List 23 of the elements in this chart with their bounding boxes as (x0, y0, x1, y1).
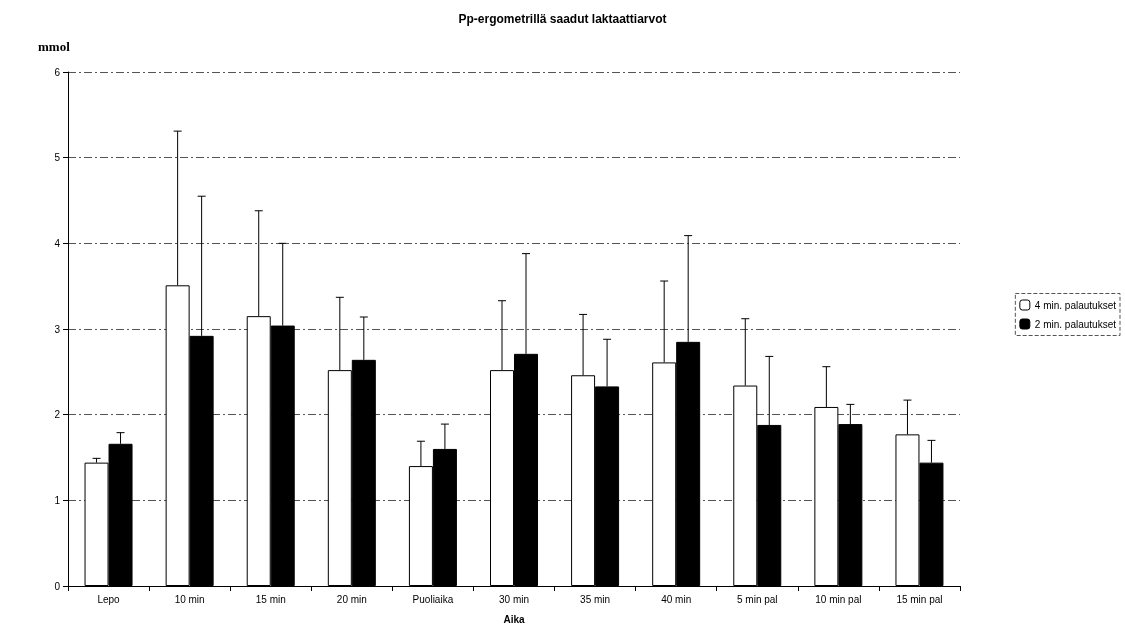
x-tick-label: 10 min pal (815, 593, 862, 605)
x-axis-title: Aika (503, 613, 525, 625)
x-tick-label: 30 min (498, 593, 530, 605)
x-tick-label: 10 min (174, 593, 205, 605)
y-tick-label: 5 (54, 152, 61, 164)
x-tick-label: Lepo (97, 593, 121, 605)
y-tick-label: 6 (54, 66, 61, 78)
x-tick-label: 35 min (580, 593, 611, 605)
legend-label: 4 min. palautukset (1034, 299, 1117, 311)
legend-label: 2 min. palautukset (1034, 318, 1117, 330)
x-tick-label: Puoliaika (412, 593, 454, 605)
y-tick-label: 1 (54, 494, 61, 506)
x-tick-label: 15 min (255, 593, 286, 605)
y-tick-label: 2 (54, 409, 61, 421)
x-tick-label: 15 min pal (896, 593, 943, 605)
y-axis-title: mmol (38, 39, 71, 54)
y-tick-label: 0 (54, 580, 61, 592)
y-tick-label: 3 (54, 323, 61, 335)
chart-title: Pp-ergometrillä saadut laktaattiarvot (458, 12, 667, 26)
y-tick-label: 4 (54, 237, 61, 249)
x-tick-label: 20 min (336, 593, 367, 605)
x-tick-label: 40 min (661, 593, 692, 605)
x-tick-label: 5 min pal (736, 593, 778, 605)
